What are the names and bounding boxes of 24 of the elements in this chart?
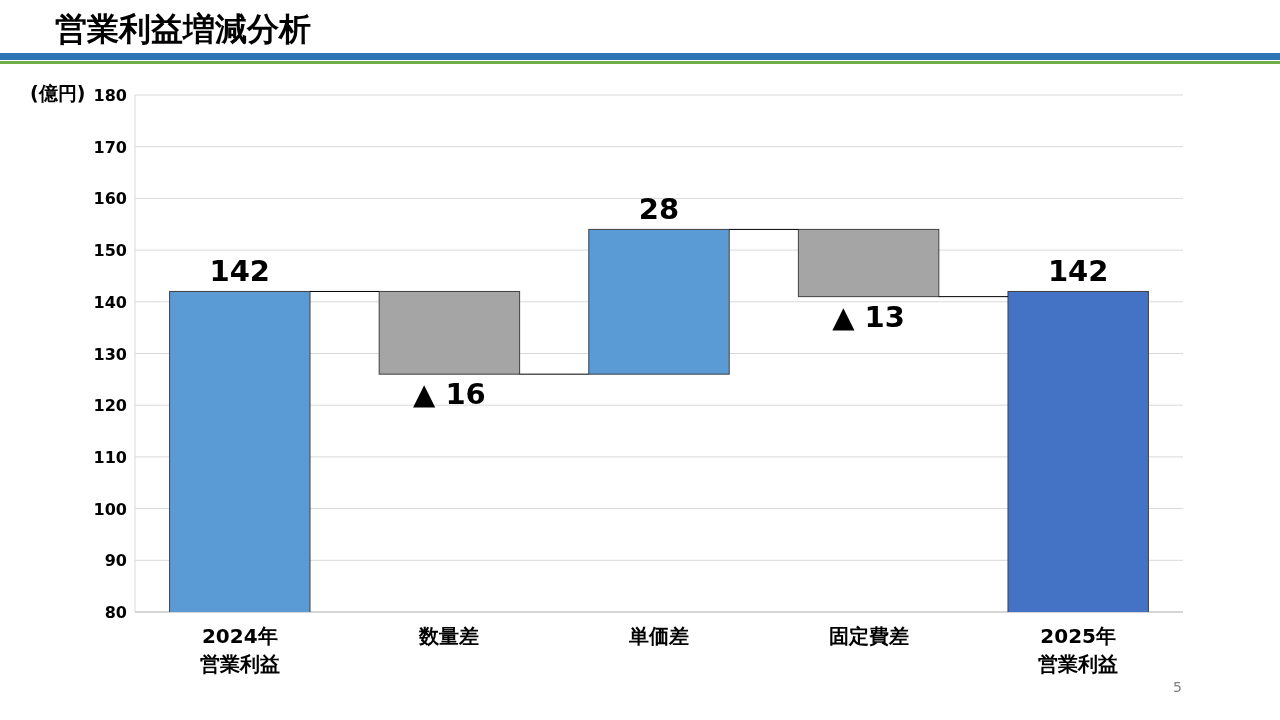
y-tick-label: 140: [93, 292, 127, 312]
y-tick-label: 180: [93, 86, 127, 105]
y-tick-label: 100: [93, 499, 127, 519]
data-label: 28: [638, 192, 680, 227]
y-tick-label: 130: [93, 344, 127, 364]
y-tick-label: 90: [104, 551, 127, 571]
y-tick-label: 80: [104, 603, 127, 622]
x-tick-label: 数量差: [418, 624, 480, 648]
data-label: ▲ 16: [413, 377, 486, 412]
text: 5: [1173, 679, 1182, 695]
x-tick-label: 単価差: [628, 624, 689, 648]
x-tick-label: 2024年営業利益: [199, 624, 280, 676]
y-tick-label: 170: [93, 137, 127, 157]
y-tick-label: 120: [93, 396, 127, 416]
x-tick-label: 2025年営業利益: [1038, 624, 1119, 676]
y-tick-label: 150: [93, 241, 127, 261]
y-tick-label: 160: [93, 189, 127, 209]
x-tick-label: 固定費差: [828, 624, 909, 648]
data-label: 142: [1047, 254, 1109, 289]
data-label: ▲ 13: [832, 299, 905, 334]
data-label: 142: [209, 254, 271, 289]
y-axis-title: (億円): [30, 82, 86, 104]
y-tick-label: 110: [93, 447, 127, 467]
chart-title: 営業利益増減分析: [55, 10, 311, 48]
